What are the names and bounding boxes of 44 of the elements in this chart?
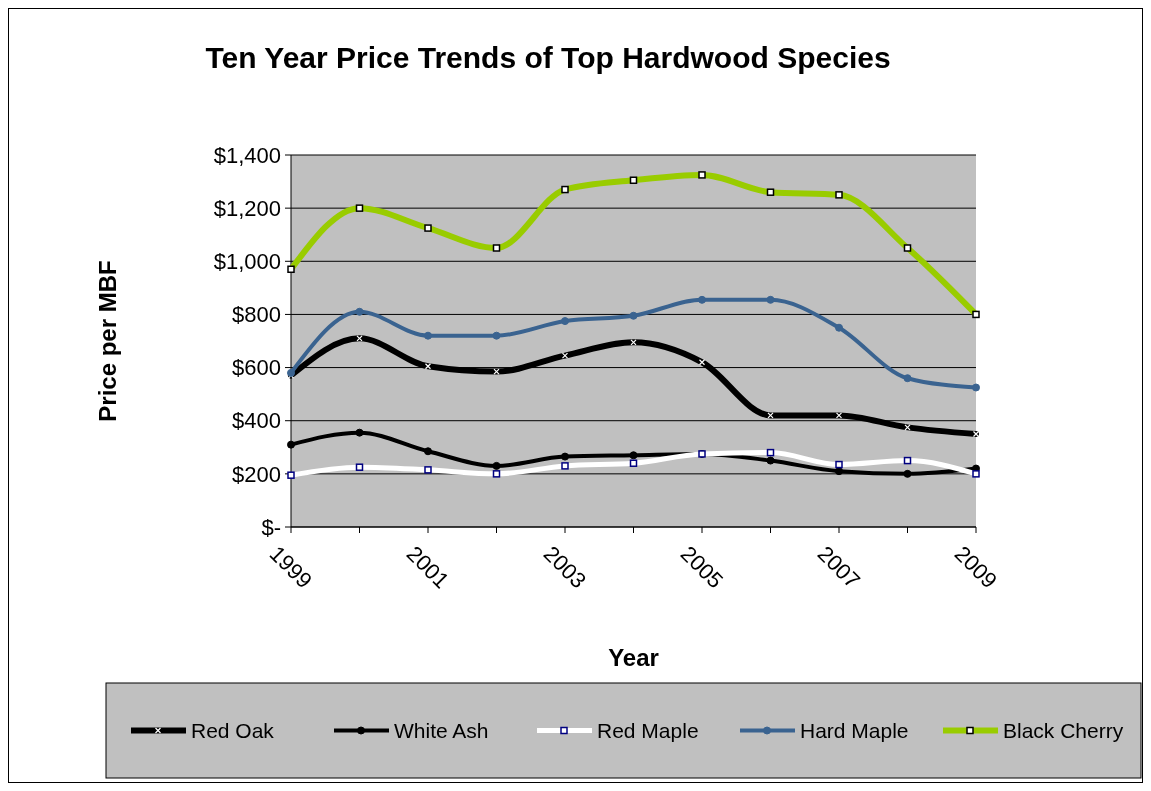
point — [492, 461, 501, 470]
point — [424, 447, 432, 456]
x-axis-title: Year — [608, 644, 659, 671]
y-tick-label: $800 — [232, 302, 281, 328]
point — [561, 452, 569, 461]
y-tick-label: $600 — [232, 355, 281, 381]
point — [492, 331, 501, 340]
point — [287, 440, 295, 449]
point — [903, 456, 912, 465]
y-tick-label: $400 — [232, 408, 281, 434]
point — [355, 428, 364, 437]
point — [835, 467, 843, 476]
point — [698, 295, 706, 304]
point — [355, 307, 364, 316]
point — [835, 460, 843, 469]
legend-label: Hard Maple — [800, 718, 909, 742]
legend-label: Black Cherry — [1003, 718, 1124, 742]
point — [972, 383, 980, 392]
point — [766, 448, 775, 457]
point — [424, 331, 432, 340]
point — [766, 456, 775, 465]
point — [492, 470, 501, 478]
point — [629, 459, 638, 467]
legend-label: Red Maple — [597, 718, 699, 742]
y-tick-label: $1,200 — [213, 195, 281, 221]
y-axis-title: Price per MBF — [94, 260, 121, 422]
point — [903, 374, 912, 383]
point — [835, 323, 843, 332]
point — [424, 466, 432, 474]
legend-label: Red Oak — [191, 718, 275, 742]
point — [766, 295, 775, 304]
y-tick-label: $200 — [232, 461, 281, 487]
y-tick-label: $- — [261, 514, 281, 540]
chart-title: Ten Year Price Trends of Top Hardwood Species — [205, 41, 891, 74]
point — [561, 462, 569, 470]
point — [561, 317, 569, 326]
point — [629, 311, 638, 320]
point — [972, 470, 980, 478]
point — [903, 469, 912, 478]
point — [629, 451, 638, 460]
point — [355, 463, 364, 471]
legend-label: White Ash — [394, 718, 489, 742]
y-tick-label: $1,000 — [213, 248, 281, 274]
y-tick-label: $1,400 — [213, 142, 281, 168]
